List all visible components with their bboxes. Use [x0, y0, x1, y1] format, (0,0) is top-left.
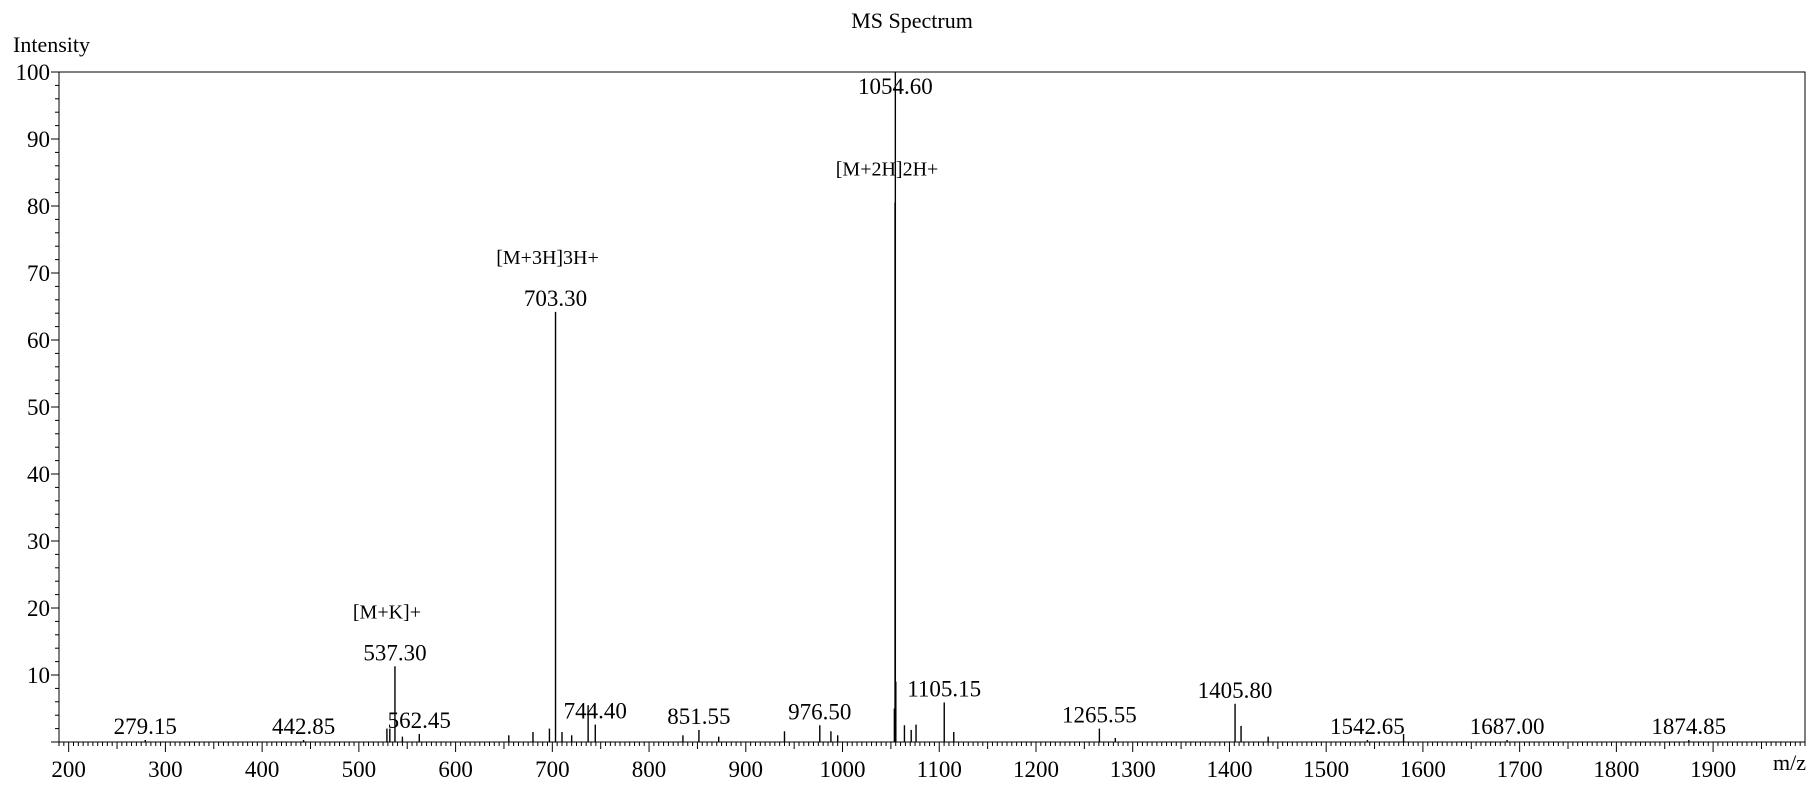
x-tick-label: 1700 — [1497, 757, 1543, 782]
y-tick-label: 70 — [27, 261, 50, 286]
y-tick-label: 80 — [27, 194, 50, 219]
peak-label: 562.45 — [388, 708, 451, 733]
peak-label: 744.40 — [564, 699, 627, 724]
peak-label: 1405.80 — [1198, 678, 1273, 703]
peak-annotation: [M+K]+ — [353, 601, 421, 623]
chart-title: MS Spectrum — [851, 8, 973, 33]
x-tick-label: 1900 — [1690, 757, 1736, 782]
x-tick-label: 1100 — [917, 757, 962, 782]
peak-label: 703.30 — [524, 286, 587, 311]
x-tick-label: 900 — [729, 757, 764, 782]
y-tick-label: 50 — [27, 395, 50, 420]
y-tick-label: 10 — [27, 663, 50, 688]
x-tick-label: 600 — [438, 757, 473, 782]
x-tick-label: 1000 — [820, 757, 866, 782]
x-tick-label: 200 — [51, 757, 86, 782]
y-tick-label: 20 — [27, 596, 50, 621]
peak-labels: 1054.60 [M+2H]2H+ 703.30 [M+3H]3H+ 537.30 [M+… — [114, 74, 1727, 739]
x-axis: 200 300 400 500 600 700 800 900 1000 1100 1200 1300… — [51, 742, 1806, 782]
x-tick-label: 400 — [245, 757, 280, 782]
y-tick-label: 90 — [27, 127, 50, 152]
peak-label: 1874.85 — [1651, 714, 1726, 739]
peak-label: 1054.60 — [858, 74, 933, 99]
peak-label: 1105.15 — [907, 676, 981, 701]
peak-label: 976.50 — [788, 699, 851, 724]
x-tick-label: 300 — [148, 757, 183, 782]
peak-label: 279.15 — [114, 714, 177, 739]
x-tick-label: 800 — [632, 757, 667, 782]
x-tick-label: 1600 — [1400, 757, 1446, 782]
peak-label: 537.30 — [363, 640, 426, 665]
y-axis: 10 20 30 40 50 60 70 80 90 100 — [16, 60, 59, 743]
peak-label: 851.55 — [667, 704, 730, 729]
peak-annotation: [M+2H]2H+ — [836, 159, 939, 181]
y-tick-label: 30 — [27, 529, 50, 554]
peak-label: 1542.65 — [1330, 714, 1405, 739]
y-tick-label: 40 — [27, 462, 50, 487]
x-tick-label: 1200 — [1013, 757, 1059, 782]
peak-series — [144, 72, 1690, 742]
x-tick-label: 500 — [342, 757, 377, 782]
x-tick-label: 1500 — [1303, 757, 1349, 782]
y-tick-label: 100 — [16, 60, 51, 85]
y-tick-label: 60 — [27, 328, 50, 353]
x-tick-label: 1300 — [1110, 757, 1156, 782]
peak-label: 442.85 — [272, 714, 335, 739]
y-axis-label: Intensity — [13, 32, 90, 57]
x-axis-label: m/z — [1773, 750, 1806, 775]
peak-label: 1687.00 — [1470, 714, 1545, 739]
x-tick-label: 700 — [535, 757, 570, 782]
peak-label: 1265.55 — [1062, 703, 1137, 728]
peak-annotation: [M+3H]3H+ — [496, 247, 599, 269]
x-tick-label: 1400 — [1206, 757, 1252, 782]
x-tick-label: 1800 — [1593, 757, 1639, 782]
